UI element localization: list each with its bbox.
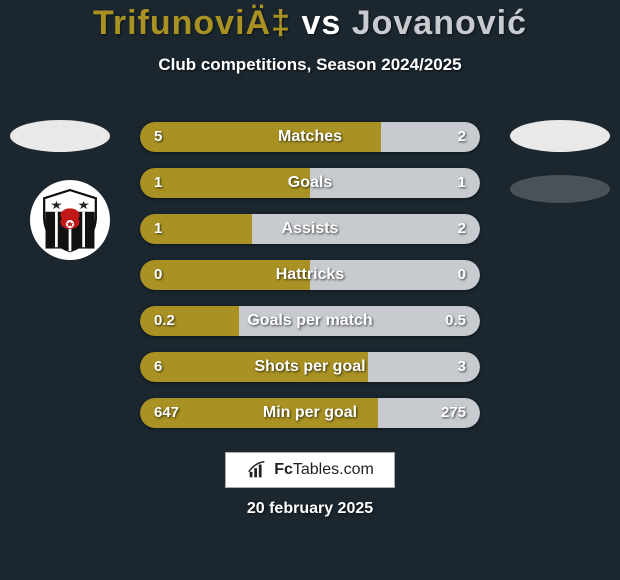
player-right-head-placeholder (510, 120, 610, 152)
brand-text: FcTables.com (274, 461, 374, 479)
brand-logo-icon (246, 459, 268, 481)
stat-row: 11Goals (140, 168, 480, 198)
club-crest-right-placeholder (510, 175, 610, 203)
subtitle: Club competitions, Season 2024/2025 (0, 55, 620, 75)
stat-row: 52Matches (140, 122, 480, 152)
stat-label: Hattricks (140, 260, 480, 290)
stat-row: 00Hattricks (140, 260, 480, 290)
stat-bars-container: 52Matches 11Goals 12Assists 00Hattricks 0.20… (140, 122, 480, 444)
stat-label: Goals per match (140, 306, 480, 336)
date-text: 20 february 2025 (0, 500, 620, 518)
crest-icon (36, 186, 104, 254)
stat-label: Goals (140, 168, 480, 198)
stat-row: 63Shots per goal (140, 352, 480, 382)
stat-row: 647275Min per goal (140, 398, 480, 428)
stat-label: Matches (140, 122, 480, 152)
stat-label: Min per goal (140, 398, 480, 428)
stat-label: Assists (140, 214, 480, 244)
stat-row: 0.20.5Goals per match (140, 306, 480, 336)
brand-badge[interactable]: FcTables.com (225, 452, 395, 488)
comparison-title: TrifunoviÄ‡ vs Jovanović (0, 0, 620, 43)
stat-row: 12Assists (140, 214, 480, 244)
stat-label: Shots per goal (140, 352, 480, 382)
player-left-head-placeholder (10, 120, 110, 152)
club-crest-left (30, 180, 110, 260)
